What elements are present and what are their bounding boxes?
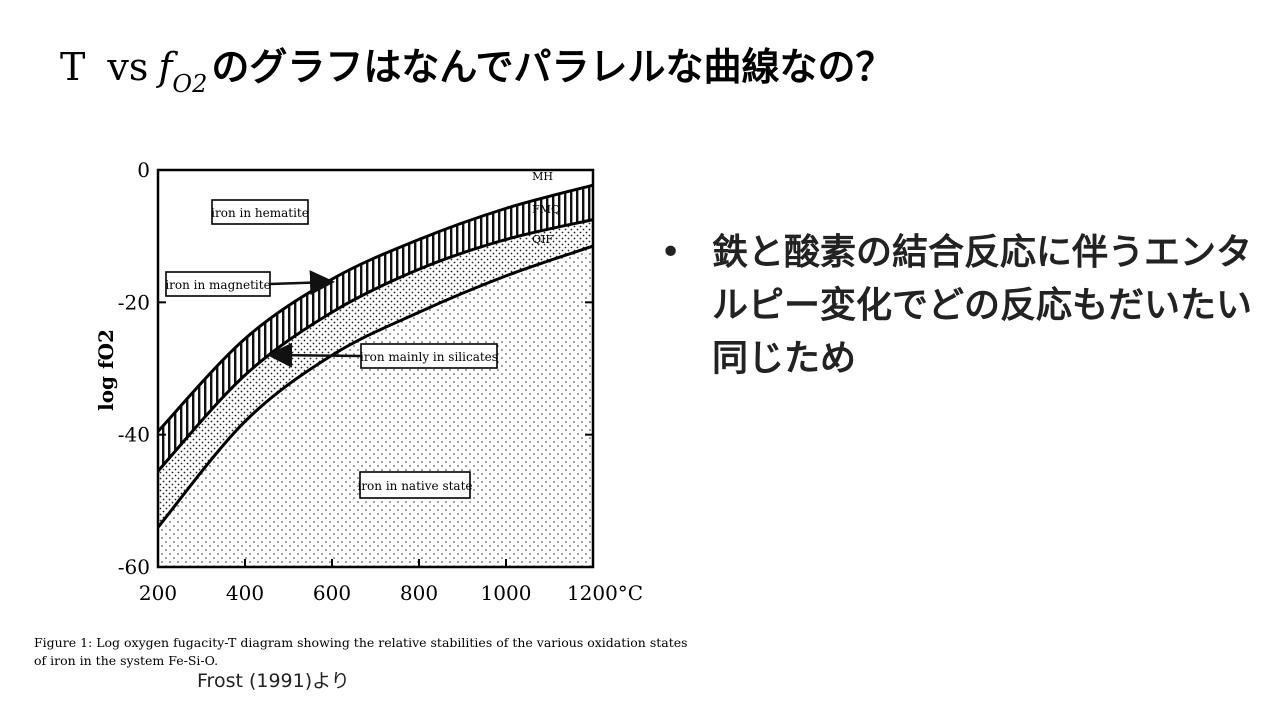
x-tick-label: 600 bbox=[313, 581, 351, 605]
title-vs: vs bbox=[107, 45, 149, 89]
field-label: iron in hematite bbox=[211, 206, 309, 220]
bullet-list: • 鉄と酸素の結合反応に伴うエンタルピー変化でどの反応もだいたい同じため bbox=[658, 226, 1258, 385]
x-tick-label: 1200°C bbox=[567, 581, 643, 605]
title-f: f bbox=[158, 45, 173, 89]
figure-caption: Figure 1: Log oxygen fugacity-T diagram … bbox=[34, 635, 688, 668]
field-label-box bbox=[360, 343, 498, 369]
field-label-box bbox=[211, 199, 309, 225]
field-label: iron mainly in silicates bbox=[360, 350, 498, 364]
title-question: のグラフはなんでパラレルな曲線なの？ bbox=[211, 45, 894, 89]
x-tick-label: 1000 bbox=[481, 581, 532, 605]
plot-frame bbox=[156, 168, 595, 569]
qif-curve bbox=[156, 244, 594, 529]
y-tick-label: -20 bbox=[118, 290, 150, 314]
y-axis-label: log fO2 bbox=[94, 329, 118, 411]
bullet-text: 鉄と酸素の結合反応に伴うエンタルピー変化でどの反応もだいたい同じため bbox=[712, 232, 1253, 379]
title-T: T bbox=[60, 45, 86, 89]
x-tick-label: 800 bbox=[400, 581, 438, 605]
x-tick-label: 400 bbox=[226, 581, 264, 605]
x-tick-label: 200 bbox=[139, 581, 177, 605]
y-tick-label: -60 bbox=[118, 555, 150, 579]
source-credit: Frost (1991)より bbox=[197, 670, 350, 692]
series-label-mh: MH bbox=[532, 170, 553, 183]
native-iron-field-region bbox=[158, 246, 593, 567]
silicates-arrow bbox=[267, 342, 362, 368]
field-label-box bbox=[359, 471, 471, 499]
slide-title: T vs f O2 のグラフはなんでパラレルな曲線なの？ bbox=[60, 36, 893, 106]
y-tick-label: -40 bbox=[118, 423, 150, 447]
field-label: iron in native state bbox=[357, 479, 472, 493]
magnetite-arrow bbox=[269, 270, 335, 296]
mh-curve bbox=[156, 183, 594, 433]
y-tick-label: 0 bbox=[137, 158, 150, 182]
field-label: iron in magnetite bbox=[165, 278, 270, 292]
silicates-field-region bbox=[158, 219, 593, 528]
bullet-marker: • bbox=[660, 232, 682, 273]
title-subscript: O2 bbox=[172, 70, 208, 98]
bullet-item: • 鉄と酸素の結合反応に伴うエンタルピー変化でどの反応もだいたい同じため bbox=[658, 226, 1258, 385]
series-label-qif: QIF bbox=[532, 233, 553, 246]
magnetite-field-region bbox=[158, 185, 593, 472]
series-label-fmq: FMQ bbox=[532, 203, 560, 216]
fmq-curve bbox=[156, 218, 594, 473]
